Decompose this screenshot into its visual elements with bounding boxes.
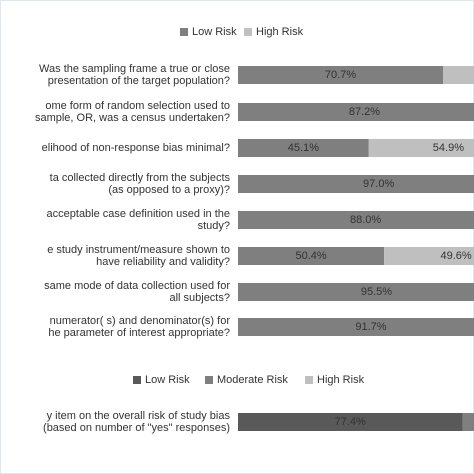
category-label: have reliability and validity? [96,256,230,268]
bar-segment [238,175,474,193]
bar-segment [238,413,463,431]
category-label: sample, OR, was a census undertaken? [35,112,230,124]
bar-segment [238,283,474,301]
bar-segment [238,139,369,157]
category-label: Was the sampling frame a true or close [39,63,230,75]
bar-segment [238,66,444,84]
value-label: 88.0% [350,214,381,226]
value-label: 49.6% [440,250,471,262]
category-label: (based on number of "yes" responses) [43,422,230,434]
category-label: presentation of the target population? [48,75,230,87]
legend-label: High Risk [256,26,304,38]
legend-label: Moderate Risk [217,374,288,386]
legend-swatch [133,376,141,384]
category-label: numerator( s) and denominator(s) for [50,315,231,327]
bar-segment [238,211,474,229]
legend-label: Low Risk [192,26,237,38]
bar-segment [368,139,474,157]
value-label: 70.7% [325,69,356,81]
value-label: 95.5% [361,286,392,298]
category-label: y item on the overall risk of study bias [47,410,231,422]
legend-label: High Risk [317,374,365,386]
category-label: acceptable case definition used in the [47,208,230,220]
value-label: 54.9% [433,142,464,154]
value-label: 77.4% [335,416,366,428]
bar-segment [238,247,385,265]
bar-segment [238,103,474,121]
value-label: 87.2% [349,106,380,118]
bar-segment [443,66,474,84]
bar-segment [238,318,474,336]
value-label: 45.1% [288,142,319,154]
category-label: ome form of random selection used to [45,100,230,112]
legend-swatch [180,28,188,36]
category-label: all subjects? [169,292,230,304]
category-label: he parameter of interest appropriate? [48,327,230,339]
category-label: (as opposed to a proxy)? [108,184,230,196]
value-label: 91.7% [355,321,386,333]
value-label: 97.0% [363,178,394,190]
value-label: 50.4% [295,250,326,262]
legend-swatch [205,376,213,384]
legend-swatch [244,28,252,36]
category-label: same mode of data collection used for [44,280,230,292]
legend-swatch [305,376,313,384]
category-label: ta collected directly from the subjects [50,172,231,184]
category-label: study? [198,220,230,232]
legend-label: Low Risk [145,374,190,386]
bar-segment [384,247,474,265]
bar-segment [462,413,474,431]
category-label: e study instrument/measure shown to [47,244,230,256]
category-label: elihood of non-response bias minimal? [42,142,230,154]
